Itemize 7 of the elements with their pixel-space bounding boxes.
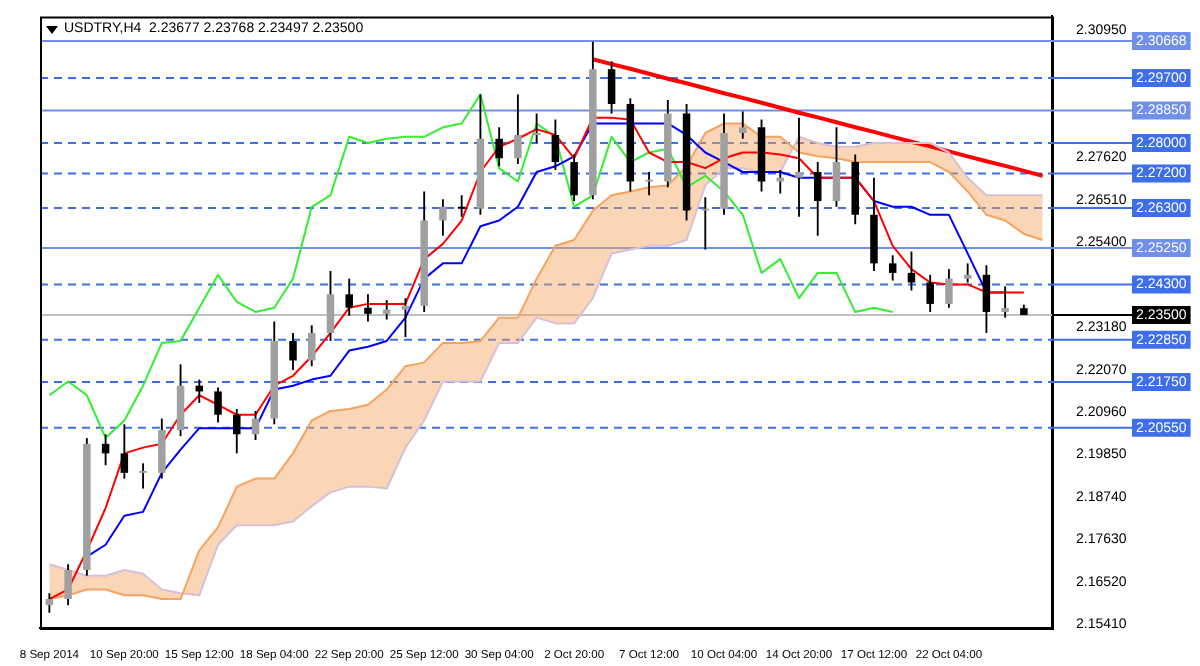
candlestick xyxy=(457,195,466,217)
candlestick xyxy=(645,172,653,196)
candlestick xyxy=(139,463,147,489)
candlestick xyxy=(532,113,541,143)
candlestick xyxy=(1001,286,1009,318)
candlestick xyxy=(701,197,710,250)
candlestick xyxy=(795,117,803,217)
